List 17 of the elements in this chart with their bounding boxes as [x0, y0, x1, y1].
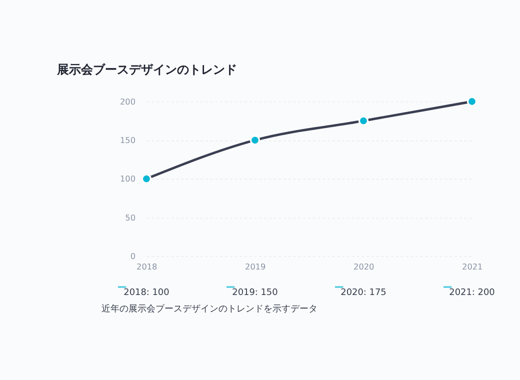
point [250, 135, 260, 146]
y-tick-label: 150 [120, 134, 136, 145]
chart-title: 展示会ブースデザインのトレンド [56, 62, 237, 77]
y-tick-label: 200 [120, 96, 136, 106]
text: 2018: 100 [124, 288, 170, 298]
text: 2021: 200 [449, 288, 495, 298]
y-tick-label: 0 [130, 250, 136, 261]
text: 2019: 150 [232, 288, 278, 298]
y-tick-label: 50 [125, 212, 136, 222]
text: 近年の展示会ブースデザインのトレンドを示すデータ [102, 303, 318, 314]
x-tick-label: 2018 [136, 262, 158, 272]
y-tick-label: 100 [120, 174, 136, 184]
x-tick-label: 2019 [245, 262, 266, 272]
text: 2020: 175 [340, 288, 386, 298]
point [358, 116, 369, 126]
x-tick-label: 2021 [462, 262, 483, 272]
x-tick-label: 2020 [354, 262, 374, 272]
